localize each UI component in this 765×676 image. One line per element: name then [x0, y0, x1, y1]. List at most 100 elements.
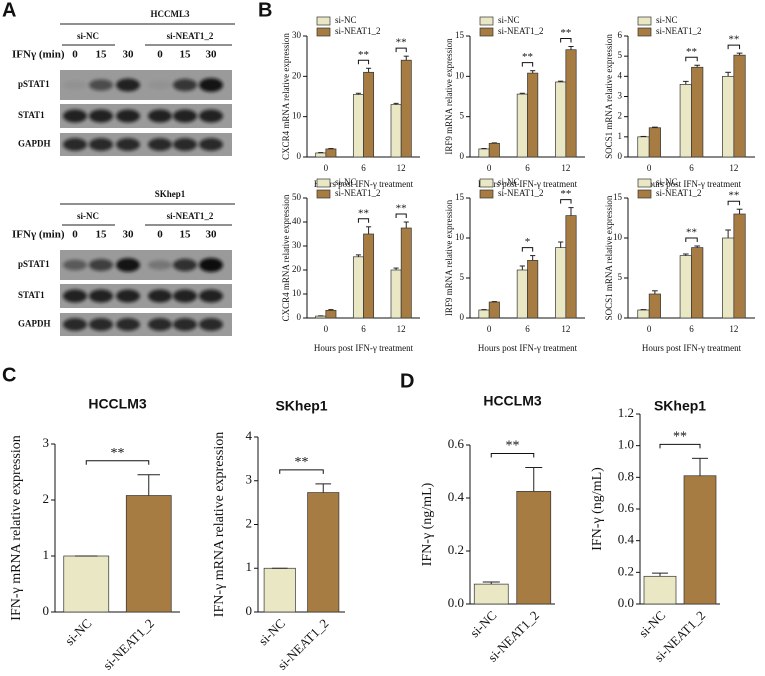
y-axis-label: IFN-γ mRNA relative expression [9, 435, 24, 620]
y-tick-label: 5 [460, 111, 465, 121]
significance-bracket [521, 62, 534, 67]
error-bar [403, 55, 409, 61]
significance-bracket [727, 200, 741, 206]
significance-label: ** [358, 207, 369, 219]
error-bar [315, 483, 332, 493]
blot-title: SKhep1 [155, 189, 186, 199]
error-bar [652, 126, 658, 128]
bar [352, 94, 364, 158]
significance-bracket [560, 199, 572, 204]
x-tick-label: si-NC [636, 608, 669, 641]
row-label: GAPDH [18, 139, 51, 149]
y-axis-label: IRF9 mRNA relative expression [444, 38, 454, 155]
legend-label: si-NC [498, 15, 520, 25]
error-bar [558, 241, 564, 248]
bar [516, 269, 528, 319]
x-tick-label: 0 [324, 324, 329, 334]
band [173, 318, 197, 331]
y-tick-label: 0.2 [618, 563, 634, 578]
legend-label: si-NC [498, 177, 520, 187]
band [148, 318, 172, 331]
error-bar [682, 80, 689, 85]
time: 30 [123, 49, 135, 61]
legend-label: si-NEAT1_2 [498, 188, 544, 198]
bar [637, 309, 650, 319]
y-tick-label: 20 [292, 70, 302, 80]
y-tick-label: 2 [246, 515, 253, 530]
error-bar [355, 254, 361, 257]
bar [691, 247, 704, 319]
legend-label: si-NEAT1_2 [335, 188, 381, 198]
significance-bracket [85, 460, 150, 465]
y-tick-label: 1 [246, 559, 253, 574]
error-bar [366, 226, 372, 234]
error-bar [736, 52, 743, 56]
band [199, 78, 223, 92]
time-label: IFNγ (min) [12, 49, 65, 61]
y-axis-label: SOCS1 mRNA relative expression [604, 34, 614, 159]
y-tick-label: 0 [618, 151, 623, 161]
y-tick-label: 10 [292, 288, 302, 298]
x-tick-label: 12 [561, 163, 570, 173]
y-tick-label: 0.4 [448, 489, 465, 504]
significance-label: ** [686, 227, 697, 239]
error-bar [736, 208, 743, 214]
blot-title: HCCML3 [151, 9, 190, 19]
x-tick-label: 6 [361, 324, 366, 334]
error-bar [328, 309, 334, 311]
y-tick-label: 0 [246, 603, 253, 618]
legend-swatch [479, 16, 494, 26]
time: 30 [206, 49, 218, 61]
row-label: GAPDH [18, 319, 51, 329]
error-bar [403, 221, 409, 228]
band [116, 258, 140, 272]
bar [679, 84, 692, 158]
time: 30 [206, 229, 218, 241]
y-tick-label: 1.0 [618, 437, 634, 452]
legend-label: si-NC [335, 15, 357, 25]
band [199, 289, 223, 303]
x-tick-label: 0 [487, 163, 492, 173]
error-bar [530, 70, 536, 74]
band [199, 138, 223, 151]
x-tick-label: 0 [647, 324, 652, 334]
bar [263, 567, 296, 613]
x-axis-label: Hours post IFN-γ treatment [642, 343, 742, 353]
x-tick-label: si-NC [255, 616, 288, 649]
band [89, 138, 113, 151]
error-bar [393, 102, 399, 105]
chart: 0 1 2 3 HCCLM3 IFN-γ mRNA relative expression… [9, 396, 180, 673]
group-label: si-NEAT1_2 [167, 211, 214, 221]
y-tick-label: 5 [618, 272, 623, 282]
significance-label: ** [358, 49, 369, 61]
error-bar [652, 572, 668, 577]
y-axis-label: IRF9 mRNA relative expression [444, 199, 454, 316]
band [148, 138, 172, 151]
x-tick-label: 12 [729, 324, 738, 334]
error-bar [137, 474, 160, 496]
y-axis-label: IFN-γ (ng/mL) [590, 467, 605, 551]
band [199, 109, 223, 123]
x-axis-label: Hours post IFN-γ treatment [314, 343, 414, 353]
legend-label: si-NEAT1_2 [498, 26, 544, 36]
y-tick-label: 4 [246, 428, 253, 443]
y-tick-label: 0.8 [618, 468, 634, 483]
chart-title: SKhep1 [654, 398, 706, 414]
band [148, 109, 172, 123]
chart: 0.0 0.2 0.4 0.6 0.8 1.0 1.2 SKhep1 IFN-γ (ng/mL)… [590, 398, 720, 665]
row-label: STAT1 [18, 110, 45, 120]
x-tick-label: si-NEAT1_2 [100, 616, 157, 673]
bar [527, 260, 539, 319]
error-bar [519, 92, 525, 95]
band [173, 289, 197, 303]
x-tick-label: 6 [689, 324, 694, 334]
y-tick-label: 0 [297, 151, 302, 161]
error-bar [519, 265, 525, 270]
y-tick-label: 1 [43, 547, 50, 562]
y-tick-label: 0 [460, 312, 465, 322]
time: 15 [96, 49, 108, 61]
band [63, 289, 87, 303]
group-label: si-NC [77, 31, 99, 41]
legend-swatch [637, 178, 652, 188]
band [89, 79, 113, 91]
